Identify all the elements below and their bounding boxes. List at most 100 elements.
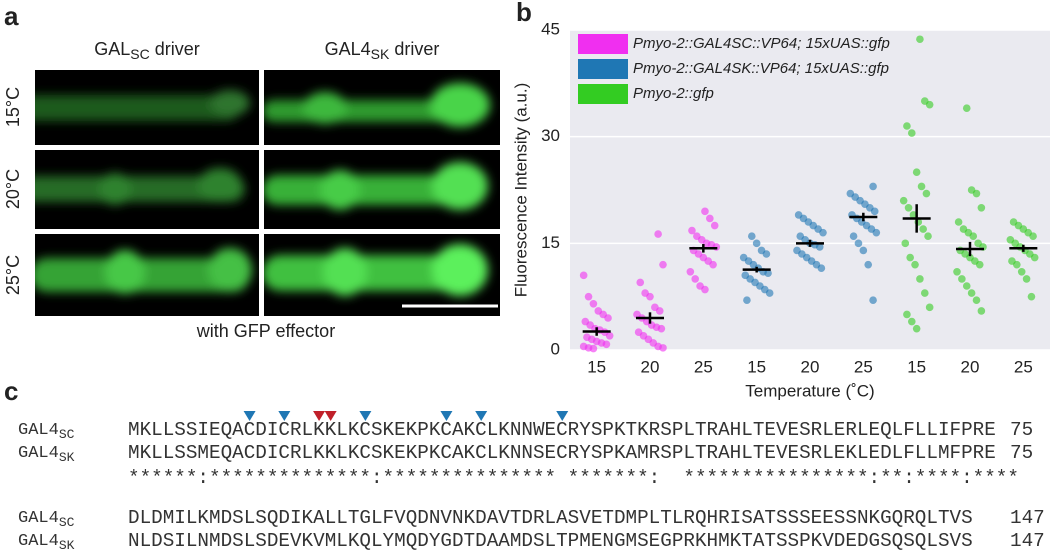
column-header: GAL4SK driver bbox=[325, 39, 440, 62]
name-sub: SK bbox=[59, 450, 75, 465]
legend-swatch bbox=[578, 59, 628, 79]
legend-label: Pmyo-2::GAL4SK::VP64; 15xUAS::gfp bbox=[633, 60, 889, 77]
point bbox=[747, 232, 756, 241]
legend-label: Pmyo-2::GAL4SC::VP64; 15xUAS::gfp bbox=[633, 35, 890, 52]
column-header: GALSC driver bbox=[94, 39, 200, 62]
sequence-end: 75 bbox=[1010, 419, 1033, 441]
point bbox=[710, 221, 719, 230]
point bbox=[977, 203, 986, 212]
point bbox=[709, 260, 717, 269]
point bbox=[602, 340, 611, 349]
point bbox=[962, 282, 971, 290]
residue-marker bbox=[243, 411, 256, 421]
header-text: driver bbox=[389, 39, 439, 59]
point bbox=[975, 260, 984, 269]
point bbox=[655, 307, 664, 315]
name-sub: SC bbox=[59, 427, 75, 442]
point bbox=[917, 182, 926, 191]
residue-marker bbox=[475, 411, 488, 421]
legend-swatch bbox=[578, 34, 628, 54]
point bbox=[762, 250, 771, 258]
name: GAL4 bbox=[18, 421, 59, 440]
point bbox=[922, 189, 931, 198]
point bbox=[688, 226, 696, 235]
x-tick-label: 15 bbox=[587, 357, 606, 376]
x-tick-label: 25 bbox=[1014, 357, 1033, 376]
point bbox=[1027, 292, 1036, 301]
worm bbox=[35, 90, 250, 121]
consensus: ******:**************:*************** **… bbox=[128, 467, 1019, 489]
point bbox=[1030, 253, 1039, 262]
residue-marker bbox=[324, 411, 337, 421]
panel-label: c bbox=[4, 376, 18, 406]
point bbox=[589, 344, 598, 353]
residue-marker bbox=[313, 411, 326, 421]
point bbox=[815, 243, 824, 251]
sequence: MKLLSSIEQACDICRLKKLKCSKEKPKCAKCLKNNWECRY… bbox=[128, 419, 996, 441]
y-tick-label: 30 bbox=[541, 126, 560, 145]
point bbox=[584, 292, 593, 301]
y-axis-label: Fluorescence Intensity (a.u.) bbox=[511, 83, 530, 297]
micrographs bbox=[35, 70, 500, 316]
point bbox=[849, 232, 858, 241]
point bbox=[854, 239, 863, 248]
point bbox=[604, 314, 612, 322]
alignment: GAL4SC MKLLSSIEQACDICRLKKLKCSKEKPKCAKCLKN… bbox=[18, 411, 1045, 556]
point bbox=[967, 289, 976, 297]
point bbox=[636, 278, 645, 287]
point bbox=[819, 228, 827, 237]
point bbox=[765, 289, 774, 297]
point bbox=[701, 207, 709, 216]
header-sub: SC bbox=[130, 46, 149, 62]
point bbox=[901, 239, 910, 248]
point bbox=[659, 260, 667, 269]
x-tick-label: 20 bbox=[641, 357, 660, 376]
residue-marker bbox=[556, 411, 569, 421]
x-tick-label: 15 bbox=[907, 357, 926, 376]
name-sub: SK bbox=[59, 538, 75, 553]
x-tick-label: 15 bbox=[747, 357, 766, 376]
point bbox=[972, 296, 981, 305]
row-label: 25°C bbox=[3, 255, 23, 295]
header-text: driver bbox=[150, 39, 200, 59]
sequence: NLDSILNMDSLSDEVKVMLKQLYMQDYGDTDAAMDSLTPM… bbox=[128, 530, 973, 552]
worm bbox=[264, 83, 490, 127]
point bbox=[912, 168, 921, 177]
sequence-name: GAL4SK bbox=[18, 444, 75, 465]
sequence: DLDMILKMDSLSQDIKALLTGLFVQDNVNKDAVTDRLASV… bbox=[128, 507, 973, 529]
point bbox=[977, 307, 986, 315]
y-tick-label: 15 bbox=[541, 233, 560, 252]
row-label: 20°C bbox=[3, 169, 23, 209]
sequence-name: GAL4SC bbox=[18, 509, 75, 530]
point bbox=[904, 203, 913, 212]
panel-label: b bbox=[516, 0, 532, 27]
point bbox=[743, 296, 751, 305]
x-tick-label: 20 bbox=[801, 357, 820, 376]
point bbox=[817, 264, 826, 273]
legend-label: Pmyo-2::gfp bbox=[633, 85, 714, 102]
point bbox=[906, 253, 914, 262]
point bbox=[646, 292, 654, 301]
point bbox=[912, 324, 921, 333]
residue-marker bbox=[440, 411, 453, 421]
point bbox=[752, 239, 761, 248]
point bbox=[859, 246, 868, 255]
sequence-end: 75 bbox=[1010, 442, 1033, 464]
point bbox=[958, 275, 966, 283]
point bbox=[916, 275, 924, 283]
point bbox=[911, 260, 919, 269]
name: GAL4 bbox=[18, 509, 59, 528]
x-axis-label: Temperature (˚C) bbox=[745, 381, 874, 400]
worm bbox=[264, 162, 488, 210]
header-text: GAL bbox=[94, 39, 130, 59]
point bbox=[899, 196, 908, 205]
point bbox=[907, 129, 916, 137]
point bbox=[924, 232, 932, 241]
sequence-name: GAL4SC bbox=[18, 421, 75, 442]
name-sub: SC bbox=[59, 515, 75, 530]
header-text: GAL4 bbox=[325, 39, 371, 59]
sequence-end: 147 bbox=[1010, 507, 1045, 529]
point bbox=[954, 218, 963, 226]
point bbox=[706, 214, 714, 223]
